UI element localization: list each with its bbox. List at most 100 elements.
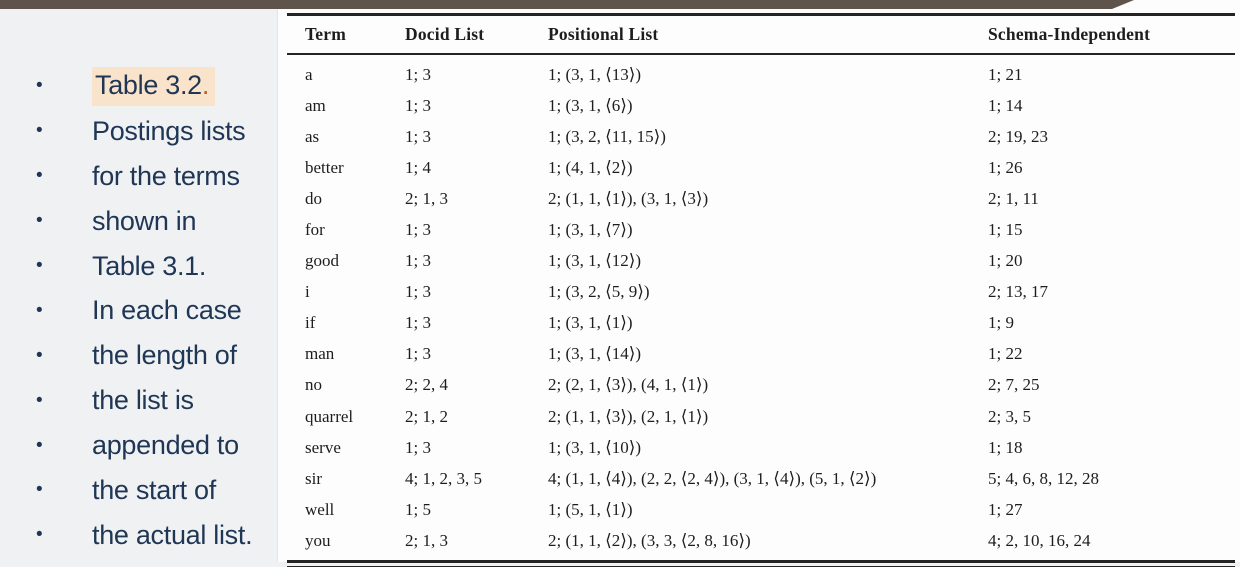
cell-term: man: [305, 344, 335, 364]
cell-positional-list: 1; (3, 1, ⟨7⟩): [548, 220, 633, 240]
cell-docid-list: 1; 3: [405, 437, 431, 457]
bullet-text: shown in: [92, 205, 197, 236]
cell-docid-list: 2; 2, 4: [405, 375, 448, 395]
cell-docid-list: 1; 3: [405, 282, 431, 302]
cell-positional-list: 1; (4, 1, ⟨2⟩): [548, 157, 633, 177]
cell-positional-list: 1; (3, 1, ⟨12⟩): [548, 251, 642, 271]
cell-term: am: [305, 95, 326, 115]
bullet-text: for the terms: [92, 160, 240, 191]
bullet-dot-icon: •: [36, 120, 43, 142]
cell-term: quarrel: [305, 406, 354, 426]
bullet-text: Table 3.2.: [92, 66, 216, 106]
table-row: man 1; 3 1; (3, 1, ⟨14⟩) 1; 22: [287, 339, 1235, 370]
bullet-dot-icon: •: [36, 524, 43, 546]
table-body: a 1; 3 1; (3, 1, ⟨13⟩) 1; 21 am 1; 3 1; …: [287, 55, 1235, 560]
cell-term: for: [305, 220, 325, 240]
bullet-dot-icon: •: [36, 165, 43, 187]
cell-positional-list: 2; (1, 1, ⟨1⟩), (3, 1, ⟨3⟩): [548, 188, 709, 208]
bullet-item: • appended to: [28, 423, 276, 468]
cell-positional-list: 4; (1, 1, ⟨4⟩), (2, 2, ⟨2, 4⟩), (3, 1, ⟨…: [548, 468, 877, 488]
table-row: no 2; 2, 4 2; (2, 1, ⟨3⟩), (4, 1, ⟨1⟩) 2…: [287, 370, 1235, 401]
table-row: i 1; 3 1; (3, 2, ⟨5, 9⟩) 2; 13, 17: [287, 277, 1235, 308]
table-row: if 1; 3 1; (3, 1, ⟨1⟩) 1; 9: [287, 308, 1235, 339]
cell-term: if: [305, 313, 316, 333]
table-row: good 1; 3 1; (3, 1, ⟨12⟩) 1; 20: [287, 246, 1235, 277]
cell-term: a: [305, 64, 313, 84]
table-bottom-rule: [287, 559, 1235, 567]
bullet-list: • Table 3.2. • Postings lists • for the …: [28, 64, 276, 558]
table-row: better 1; 4 1; (4, 1, ⟨2⟩) 1; 26: [287, 152, 1235, 183]
cell-schema-independent: 1; 9: [988, 313, 1014, 333]
cell-positional-list: 1; (5, 1, ⟨1⟩): [548, 499, 633, 519]
table-panel: [277, 0, 1240, 562]
table-row: quarrel 2; 1, 2 2; (1, 1, ⟨3⟩), (2, 1, ⟨…: [287, 401, 1235, 432]
cell-schema-independent: 2; 19, 23: [988, 126, 1048, 146]
table-row: for 1; 3 1; (3, 1, ⟨7⟩) 1; 15: [287, 214, 1235, 245]
cell-positional-list: 1; (3, 2, ⟨11, 15⟩): [548, 126, 666, 146]
cell-schema-independent: 1; 22: [988, 344, 1023, 364]
cell-docid-list: 2; 1, 2: [405, 406, 448, 426]
cell-term: i: [305, 282, 310, 302]
bullet-text: Postings lists: [92, 115, 246, 146]
cell-docid-list: 1; 5: [405, 499, 431, 519]
cell-schema-independent: 5; 4, 6, 8, 12, 28: [988, 468, 1099, 488]
col-header-schema-independent: Schema-Independent: [988, 24, 1151, 44]
cell-schema-independent: 2; 13, 17: [988, 282, 1048, 302]
bullet-text: Table 3.1.: [92, 250, 207, 281]
cell-schema-independent: 2; 1, 11: [988, 188, 1039, 208]
col-header-term: Term: [305, 24, 346, 44]
table-row: serve 1; 3 1; (3, 1, ⟨10⟩) 1; 18: [287, 432, 1235, 463]
cell-schema-independent: 1; 26: [988, 157, 1023, 177]
cell-docid-list: 1; 3: [405, 344, 431, 364]
cell-term: you: [305, 530, 331, 550]
cell-positional-list: 2; (1, 1, ⟨3⟩), (2, 1, ⟨1⟩): [548, 406, 709, 426]
cell-positional-list: 1; (3, 1, ⟨6⟩): [548, 95, 633, 115]
bullet-item: • the length of: [28, 333, 276, 378]
bullet-dot-icon: •: [36, 299, 43, 321]
bullet-dot-icon: •: [36, 210, 43, 232]
col-header-positional-list: Positional List: [548, 24, 659, 44]
cell-positional-list: 1; (3, 1, ⟨10⟩): [548, 437, 642, 457]
table-row: sir 4; 1, 2, 3, 5 4; (1, 1, ⟨4⟩), (2, 2,…: [287, 463, 1235, 494]
cell-schema-independent: 1; 21: [988, 64, 1023, 84]
cell-positional-list: 1; (3, 1, ⟨13⟩): [548, 64, 642, 84]
table-header-row: Term Docid List Positional List Schema-I…: [287, 16, 1235, 55]
bullet-item: • shown in: [28, 199, 276, 244]
cell-positional-list: 1; (3, 2, ⟨5, 9⟩): [548, 282, 650, 302]
bullet-item: • Table 3.2.: [28, 64, 276, 109]
cell-schema-independent: 1; 18: [988, 437, 1023, 457]
cell-docid-list: 1; 3: [405, 220, 431, 240]
bullet-item: • for the terms: [28, 154, 276, 199]
col-header-docid-list: Docid List: [405, 24, 485, 44]
bullet-dot-icon: •: [36, 479, 43, 501]
bullet-text: the list is: [92, 385, 194, 416]
cell-positional-list: 2; (1, 1, ⟨2⟩), (3, 3, ⟨2, 8, 16⟩): [548, 530, 751, 550]
table-row: do 2; 1, 3 2; (1, 1, ⟨1⟩), (3, 1, ⟨3⟩) 2…: [287, 183, 1235, 214]
cell-docid-list: 1; 3: [405, 313, 431, 333]
cell-schema-independent: 2; 3, 5: [988, 406, 1031, 426]
table-row: you 2; 1, 3 2; (1, 1, ⟨2⟩), (3, 3, ⟨2, 8…: [287, 525, 1235, 556]
cell-positional-list: 1; (3, 1, ⟨14⟩): [548, 344, 642, 364]
cell-term: sir: [305, 468, 322, 488]
table-row: well 1; 5 1; (5, 1, ⟨1⟩) 1; 27: [287, 494, 1235, 525]
cell-docid-list: 4; 1, 2, 3, 5: [405, 468, 482, 488]
table-row: a 1; 3 1; (3, 1, ⟨13⟩) 1; 21: [287, 59, 1235, 90]
cell-docid-list: 1; 3: [405, 126, 431, 146]
cell-docid-list: 1; 3: [405, 251, 431, 271]
bullet-text: appended to: [92, 430, 239, 461]
top-banner: [0, 0, 1134, 9]
bullet-item: • Postings lists: [28, 109, 276, 154]
bullet-item: • Table 3.1.: [28, 244, 276, 289]
cell-schema-independent: 2; 7, 25: [988, 375, 1040, 395]
table-row: am 1; 3 1; (3, 1, ⟨6⟩) 1; 14: [287, 90, 1235, 121]
table-row: as 1; 3 1; (3, 2, ⟨11, 15⟩) 2; 19, 23: [287, 121, 1235, 152]
bullet-text: In each case: [92, 295, 242, 326]
bullet-text: the length of: [92, 340, 237, 371]
cell-positional-list: 2; (2, 1, ⟨3⟩), (4, 1, ⟨1⟩): [548, 375, 709, 395]
cell-schema-independent: 4; 2, 10, 16, 24: [988, 530, 1091, 550]
cell-term: do: [305, 188, 322, 208]
bullet-text: the start of: [92, 474, 216, 505]
bullet-item: • the actual list.: [28, 513, 276, 558]
cell-term: no: [305, 375, 322, 395]
